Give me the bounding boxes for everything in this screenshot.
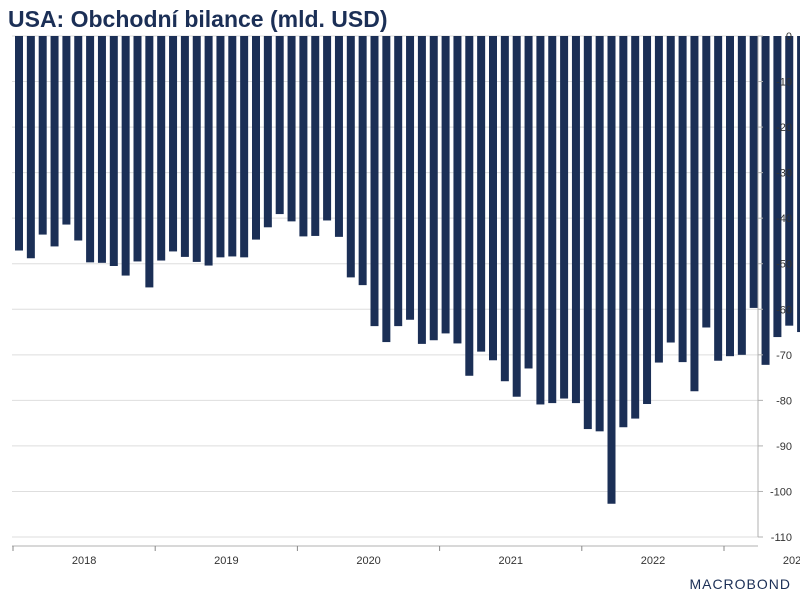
bar bbox=[571, 36, 580, 404]
x-year-label: 2023 bbox=[783, 555, 800, 567]
bar bbox=[86, 36, 95, 263]
bar bbox=[204, 36, 213, 266]
bar bbox=[109, 36, 118, 266]
bar bbox=[406, 36, 415, 320]
bar bbox=[311, 36, 320, 236]
y-axis: 0 -10 -20 -30 -40 -50 -60 -70 -80 -90 -100 -110 bbox=[757, 31, 792, 544]
y-tick-label: -80 bbox=[776, 395, 792, 407]
y-tick-label: -30 bbox=[776, 168, 792, 180]
bar bbox=[797, 36, 800, 333]
x-year-label: 2021 bbox=[499, 555, 523, 567]
bar bbox=[690, 36, 699, 392]
bar bbox=[299, 36, 308, 237]
y-tick-label: -10 bbox=[776, 77, 792, 89]
bar bbox=[654, 36, 663, 363]
macrobond-logo: MACROBOND bbox=[689, 576, 791, 592]
bars bbox=[15, 36, 800, 504]
y-tick-label: -110 bbox=[771, 532, 792, 544]
bar bbox=[252, 36, 260, 240]
bar bbox=[15, 36, 23, 251]
bar bbox=[500, 36, 509, 382]
y-tick-label: -20 bbox=[776, 122, 792, 134]
bar bbox=[512, 36, 521, 397]
bar bbox=[192, 36, 201, 262]
bar bbox=[643, 36, 652, 405]
bar bbox=[50, 36, 59, 247]
y-tick-label: -40 bbox=[776, 213, 792, 225]
bar bbox=[145, 36, 154, 288]
bar bbox=[334, 36, 343, 237]
bar bbox=[216, 36, 225, 258]
x-year-label: 2020 bbox=[356, 555, 380, 567]
bar bbox=[323, 36, 332, 221]
y-tick-label: -70 bbox=[776, 350, 792, 362]
bar bbox=[157, 36, 166, 261]
y-tick-label: -50 bbox=[776, 259, 792, 271]
bar bbox=[453, 36, 462, 344]
bar bbox=[666, 36, 675, 343]
bar bbox=[169, 36, 178, 252]
x-year-label: 2018 bbox=[72, 555, 96, 567]
bar bbox=[417, 36, 426, 344]
bar bbox=[180, 36, 189, 257]
bar bbox=[489, 36, 497, 361]
bar bbox=[726, 36, 734, 357]
x-year-label: 2022 bbox=[641, 555, 665, 567]
bar bbox=[761, 36, 770, 365]
bar bbox=[524, 36, 533, 369]
bar bbox=[133, 36, 142, 262]
bar bbox=[38, 36, 47, 235]
bar bbox=[560, 36, 569, 399]
bar bbox=[287, 36, 296, 222]
bar bbox=[583, 36, 592, 430]
bar bbox=[749, 36, 758, 308]
bar bbox=[394, 36, 403, 327]
bar bbox=[370, 36, 379, 327]
y-tick-label: -90 bbox=[776, 441, 792, 453]
y-tick-label: -100 bbox=[770, 486, 792, 498]
bar bbox=[275, 36, 284, 215]
y-tick-label: -60 bbox=[776, 304, 792, 316]
x-axis: 2018201920202021202220232024 bbox=[12, 545, 800, 567]
bar bbox=[26, 36, 35, 259]
chart-title: USA: Obchodní bilance (mld. USD) bbox=[8, 6, 388, 32]
bar bbox=[678, 36, 687, 363]
bar bbox=[702, 36, 711, 328]
bar bbox=[785, 36, 794, 326]
bar bbox=[477, 36, 486, 352]
bar bbox=[240, 36, 249, 258]
bar bbox=[358, 36, 367, 286]
bar bbox=[548, 36, 557, 404]
bar bbox=[228, 36, 237, 257]
bar bbox=[619, 36, 628, 428]
bar bbox=[429, 36, 438, 341]
bar bbox=[441, 36, 450, 334]
bar bbox=[62, 36, 71, 225]
bar bbox=[97, 36, 106, 263]
bar bbox=[607, 36, 616, 504]
bar bbox=[595, 36, 604, 432]
bar bbox=[773, 36, 782, 338]
bar bbox=[536, 36, 545, 405]
bar bbox=[346, 36, 355, 278]
bar bbox=[631, 36, 640, 419]
bar bbox=[465, 36, 474, 376]
bar bbox=[121, 36, 130, 276]
bar bbox=[737, 36, 746, 355]
bar bbox=[263, 36, 272, 228]
y-tick-label: 0 bbox=[786, 31, 792, 43]
bar bbox=[382, 36, 391, 343]
bar bbox=[74, 36, 83, 241]
x-year-label: 2019 bbox=[214, 555, 238, 567]
bar bbox=[714, 36, 723, 361]
